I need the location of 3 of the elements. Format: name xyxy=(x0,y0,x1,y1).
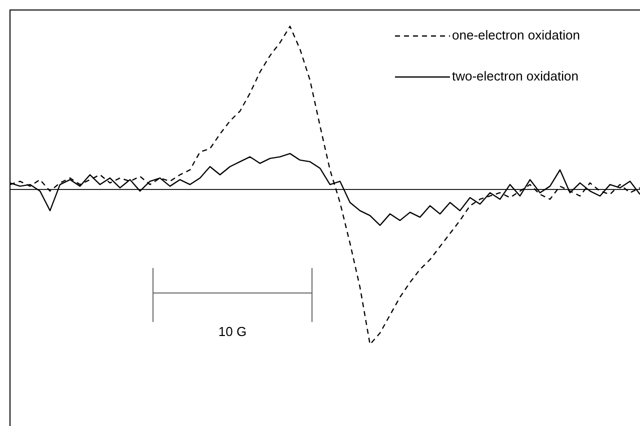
legend-label: two-electron oxidation xyxy=(452,68,578,84)
annotation: 10 G xyxy=(217,324,248,339)
legend-label: one-electron oxidation xyxy=(452,28,580,43)
